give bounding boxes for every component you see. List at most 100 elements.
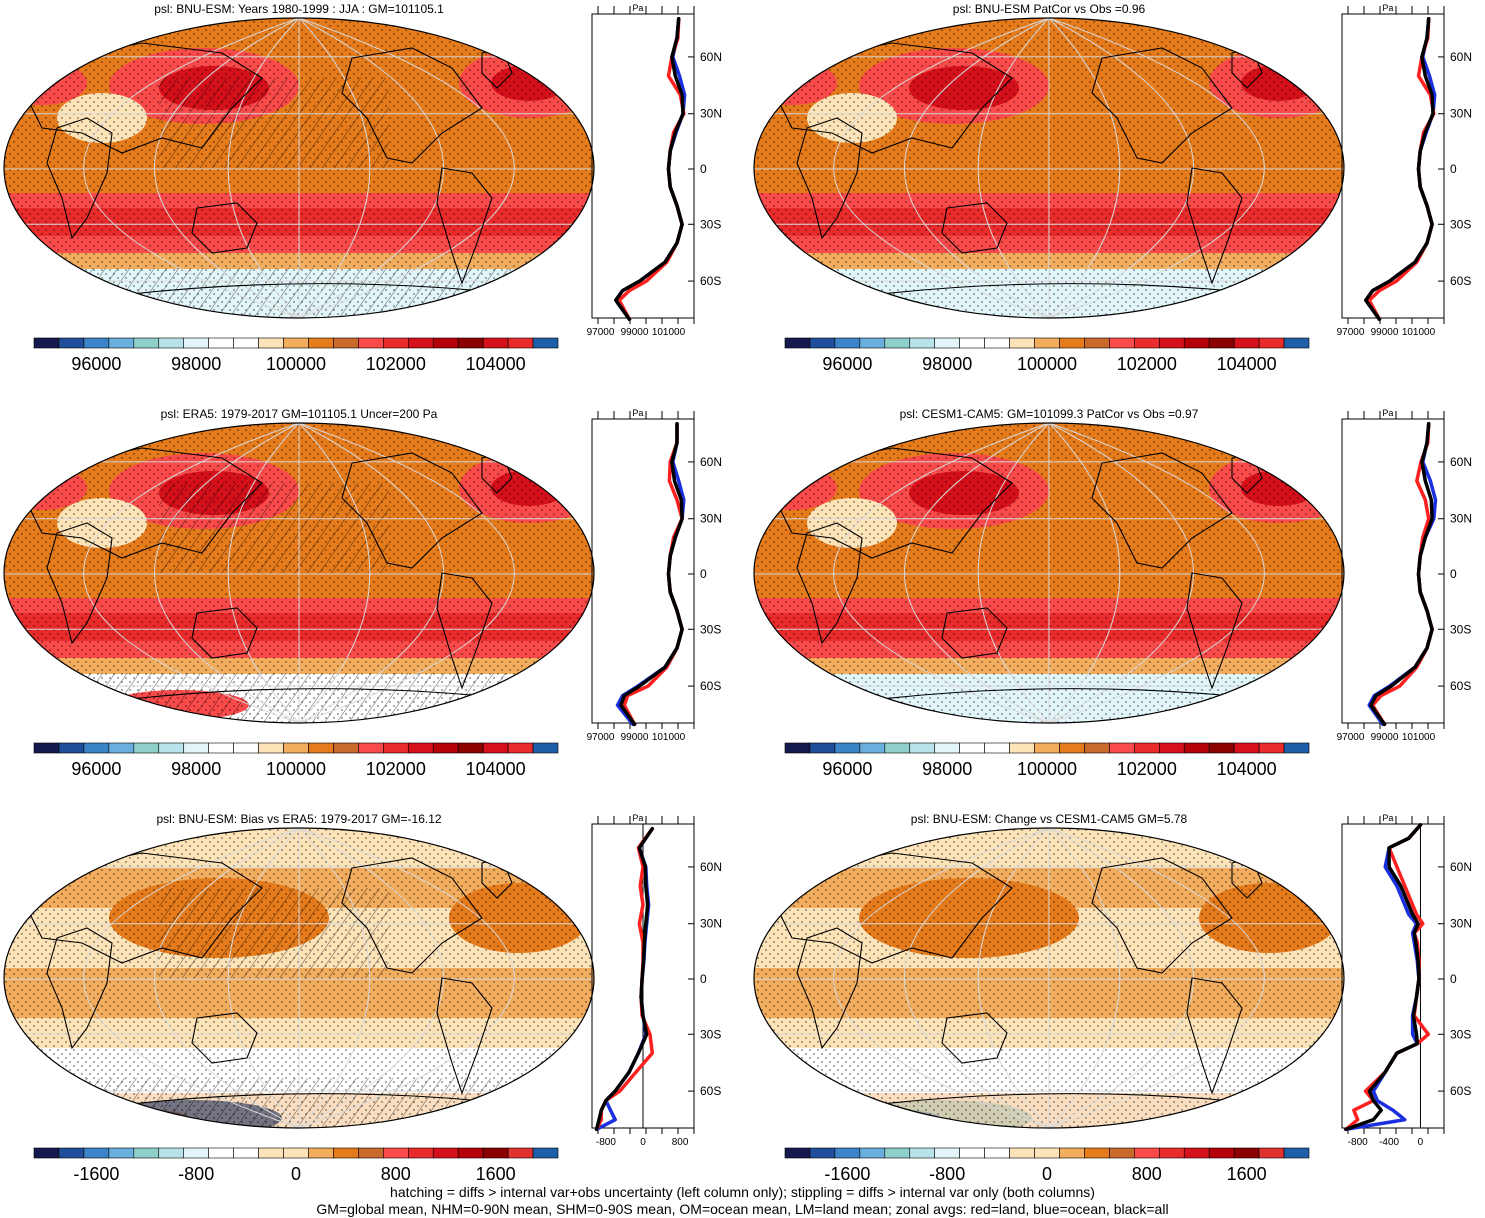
meridian-line	[227, 18, 300, 318]
colorbar-box	[1109, 1147, 1135, 1159]
colorbar-box	[1158, 337, 1185, 349]
colorbar-box	[809, 742, 836, 754]
colorbar-box	[133, 1147, 160, 1159]
colorbar-box	[859, 742, 886, 754]
colorbar-box	[283, 742, 309, 754]
coastline-4	[1186, 167, 1243, 285]
zonal-lat-label: 0	[700, 567, 707, 581]
zonal-frame	[1341, 418, 1445, 724]
colorbar-box	[959, 1147, 985, 1159]
colorbar-box	[233, 337, 259, 349]
colorbar-label: 0	[1042, 1164, 1052, 1184]
zonal-xtick-label: 97000	[1337, 327, 1365, 338]
colorbar-box	[1084, 337, 1110, 349]
zonal-lat-label: 60S	[700, 1084, 721, 1098]
zonal-axis-title: Pa	[632, 813, 643, 823]
colorbar-box	[1283, 337, 1310, 349]
meridian-line	[298, 423, 371, 723]
colorbar: 96000 98000 100000 102000 104000	[784, 337, 1310, 374]
zonal-lat-label: 60S	[1450, 1084, 1471, 1098]
colorbar-label: -800	[178, 1164, 214, 1184]
zonal-lat-label: 60N	[1450, 50, 1472, 64]
colorbar-box	[233, 1147, 259, 1159]
zonal-lat-label: 30N	[1450, 107, 1472, 121]
colorbar-box	[1158, 742, 1185, 754]
zonal-lat-label: 60S	[700, 274, 721, 288]
zonal-mean-panel: Pa -800 -400 0 60N 30N 0 30S 60S	[1341, 813, 1472, 1148]
colorbar-box	[1283, 742, 1310, 754]
meridian-line	[83, 828, 300, 1128]
colorbar-box	[834, 337, 861, 349]
map-border	[3, 422, 595, 724]
zonal-axis-title: Pa	[1382, 408, 1393, 418]
meridian-line	[1048, 423, 1121, 723]
colorbar-box	[133, 337, 160, 349]
zonal-mean-panel: Pa 97000 99000 101000 60N 30N 0 30S 60S	[1337, 408, 1472, 743]
zonal-xtick-label: 0	[640, 1137, 646, 1148]
coastline-3	[1091, 452, 1233, 569]
colorbar-box	[784, 1147, 811, 1159]
colorbar-label: 98000	[922, 759, 972, 779]
zonal-frame	[591, 13, 695, 319]
colorbar-box	[1208, 1147, 1235, 1159]
panel-title: psl: BNU-ESM: Years 1980-1999 : JJA : GM…	[154, 2, 444, 16]
meridian-line	[1048, 18, 1121, 318]
colorbar-box	[58, 742, 85, 754]
colorbar-box	[1183, 742, 1210, 754]
colorbar-box	[33, 742, 60, 754]
meridian-line	[298, 18, 371, 318]
coastline-6	[831, 283, 1273, 301]
zonal-lat-label: 30S	[1450, 1027, 1471, 1041]
colorbar-box	[1034, 1147, 1060, 1159]
zonal-mean-panel: Pa 97000 99000 101000 60N 30N 0 30S 60S	[587, 408, 722, 743]
colorbar-box	[1059, 742, 1085, 754]
zonal-axis-title: Pa	[1382, 3, 1393, 13]
coastline-3	[1091, 47, 1233, 164]
colorbar-box	[1233, 742, 1260, 754]
colorbar-label: 104000	[1217, 759, 1277, 779]
coastline-0	[796, 117, 863, 240]
meridian-line	[833, 828, 1050, 1128]
colorbar-label: 102000	[366, 759, 426, 779]
meridian-line	[977, 828, 1050, 1128]
colorbar-box	[784, 742, 811, 754]
colorbar-box	[457, 337, 484, 349]
meridian-line	[153, 828, 300, 1128]
coastline-3	[341, 857, 483, 974]
meridian-line	[298, 423, 515, 723]
colorbar-box	[283, 1147, 309, 1159]
colorbar-box	[83, 1147, 110, 1159]
coastline-3	[341, 452, 483, 569]
meridian-line	[83, 18, 300, 318]
colorbar-box	[83, 742, 110, 754]
colorbar-box	[407, 742, 434, 754]
zonal-frame	[1341, 823, 1445, 1129]
zonal-line-all	[614, 16, 685, 322]
meridian-line	[833, 423, 1050, 723]
colorbar-box	[1208, 337, 1235, 349]
colorbar-box	[884, 1147, 911, 1159]
zonal-xtick-label: 0	[1418, 1137, 1424, 1148]
colorbar-label: 1600	[476, 1164, 516, 1184]
colorbar-box	[1009, 1147, 1035, 1159]
zonal-lat-label: 60S	[1450, 274, 1471, 288]
colorbar-label: 98000	[171, 759, 221, 779]
zonal-lat-label: 0	[1450, 162, 1457, 176]
map-field	[754, 828, 1344, 1128]
map-field	[4, 423, 594, 723]
colorbar-label: -800	[929, 1164, 965, 1184]
zonal-lat-label: 30N	[700, 512, 722, 526]
colorbar-box	[1283, 1147, 1310, 1159]
zonal-line-all	[1364, 16, 1435, 322]
footer-note-legend: GM=global mean, NHM=0-90N mean, SHM=0-90…	[316, 1201, 1169, 1217]
colorbar-label: 104000	[466, 354, 526, 374]
colorbar-box	[1109, 337, 1135, 349]
coastline-0	[46, 927, 113, 1050]
colorbar-box	[532, 1147, 559, 1159]
colorbar-box	[358, 337, 384, 349]
zonal-xtick-label: 101000	[1402, 327, 1436, 338]
colorbar-label: 104000	[466, 759, 526, 779]
zonal-line-all	[619, 421, 684, 727]
colorbar-box	[809, 1147, 836, 1159]
map-border	[3, 17, 595, 319]
